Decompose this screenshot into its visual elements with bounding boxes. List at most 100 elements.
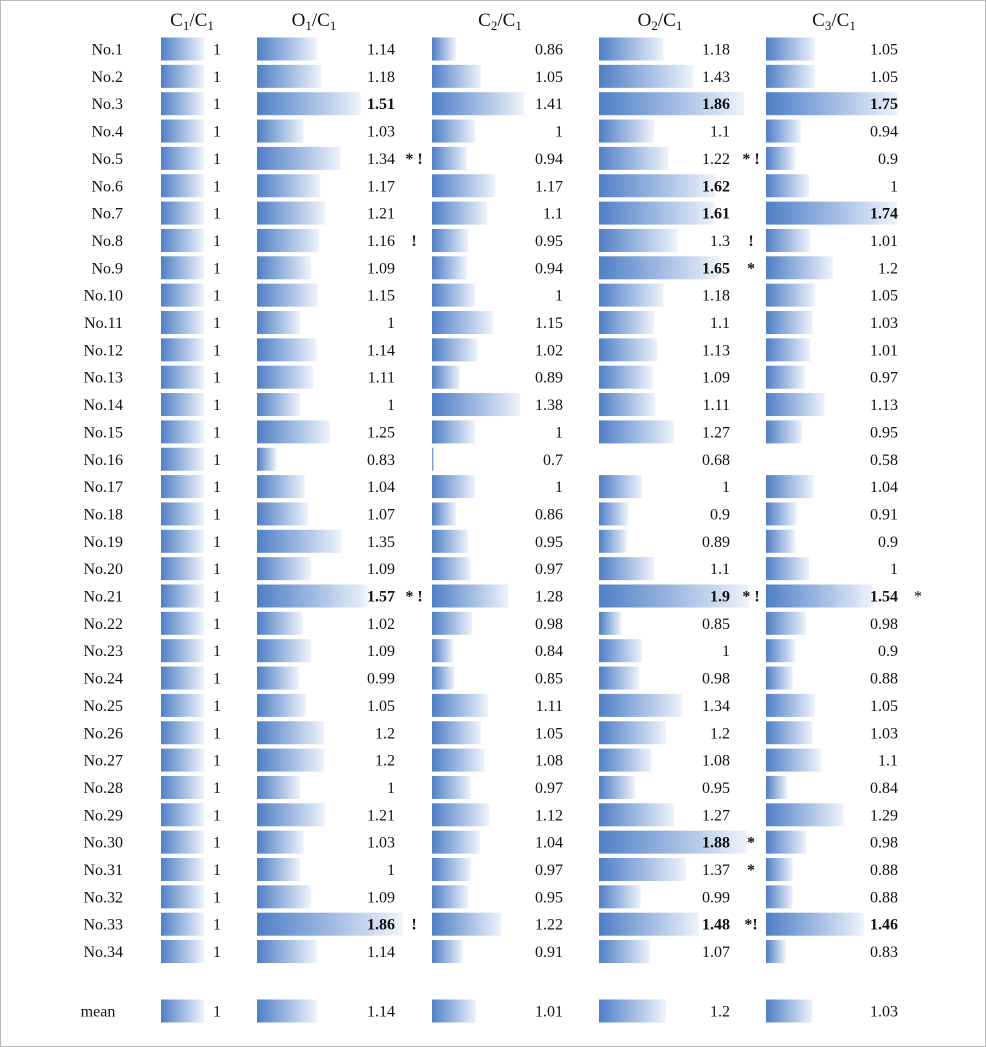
data-label: 0.7 (543, 452, 563, 469)
bar (432, 64, 481, 88)
data-label: 1.16 (367, 233, 395, 250)
data-label: 0.99 (702, 889, 730, 906)
table-row: No.17 1 1.04 1 1 1.04 (83, 475, 898, 499)
bar (766, 693, 815, 717)
data-label: 1.09 (367, 561, 395, 578)
bar (161, 119, 204, 143)
bar (599, 693, 683, 717)
table-row: No.30 1 1.03 1.04 1.88 * 0.98 (83, 830, 898, 854)
bar (432, 803, 490, 827)
bar (257, 748, 324, 772)
significance-mark: ! (411, 917, 416, 934)
data-label: 1.17 (535, 178, 563, 195)
bar (161, 502, 204, 526)
bar (432, 858, 471, 881)
data-label: 1.09 (367, 260, 395, 277)
data-label: 0.83 (870, 944, 898, 961)
data-label: 1.62 (702, 178, 730, 195)
bar (599, 940, 651, 964)
bar (432, 447, 434, 471)
data-label: 1 (213, 206, 221, 223)
mean-row: mean 1 1.14 1.01 1.2 1.03 (81, 999, 898, 1023)
mean-value: 1.14 (367, 1004, 395, 1021)
table-row: No.25 1 1.05 1.11 1.34 1.05 (83, 693, 898, 717)
bar (599, 119, 654, 143)
data-label: 0.86 (535, 506, 563, 523)
data-label: 1.88 (702, 835, 730, 852)
bar (432, 666, 455, 690)
row-label: No.30 (83, 835, 123, 852)
table-row: No.16 1 0.83 0.7 0.68 0.58 (83, 447, 898, 471)
data-label: 0.88 (870, 862, 898, 879)
data-label: 1 (213, 835, 221, 852)
bar (432, 584, 509, 608)
data-label: 1 (213, 342, 221, 359)
bar (432, 92, 524, 116)
bar (257, 365, 314, 389)
data-label: 0.91 (870, 506, 898, 523)
bar (161, 693, 204, 717)
data-label: 1.05 (535, 69, 563, 86)
mean-value: 1.2 (710, 1004, 730, 1021)
data-label: 0.97 (535, 862, 563, 879)
data-label: 0.95 (535, 889, 563, 906)
bar (599, 885, 641, 909)
data-label: 0.97 (870, 370, 898, 387)
data-label: 1 (555, 424, 563, 441)
bar (766, 557, 809, 581)
column-header: C1/C1 (170, 10, 214, 33)
table-row: No.33 1 1.86! 1.22 1.48 *! 1.46 (83, 912, 898, 936)
row-label: No.21 (83, 589, 123, 606)
data-label: 1.86 (702, 96, 730, 113)
data-label: 1 (555, 479, 563, 496)
bar (257, 393, 300, 417)
data-label: 1.75 (870, 96, 898, 113)
data-label: 1.05 (535, 725, 563, 742)
bar (161, 557, 204, 581)
data-label: 0.89 (702, 534, 730, 551)
table-row: No.26 1 1.2 1.05 1.2 1.03 (83, 721, 898, 745)
data-label: 1.54 (870, 589, 898, 606)
data-label: 1.02 (367, 616, 395, 633)
data-label: 1.41 (535, 96, 563, 113)
data-label: 1.07 (367, 506, 395, 523)
data-label: 1 (387, 862, 395, 879)
data-label: 0.84 (535, 643, 563, 660)
data-label: 1 (213, 42, 221, 59)
bar (432, 557, 471, 581)
bar (766, 174, 809, 198)
data-label: 1.29 (870, 807, 898, 824)
data-label: 1.57 (367, 589, 395, 606)
data-label: 1.03 (870, 315, 898, 332)
data-label: 1 (555, 288, 563, 305)
data-label: 1.04 (367, 479, 395, 496)
bar (766, 256, 833, 280)
bar (599, 748, 652, 772)
bar (432, 475, 475, 499)
bar (432, 912, 502, 936)
table-row: No.18 1 1.07 0.86 0.9 0.91 (83, 502, 898, 526)
bar (257, 146, 341, 170)
table-row: No.8 1 1.16! 0.95 1.3! 1.01 (91, 228, 898, 252)
table-row: No.11 1 1 1.15 1.1 1.03 (84, 311, 898, 334)
table-row: No.7 1 1.21 1.1 1.61 1.74 (91, 201, 898, 225)
bar (161, 611, 204, 635)
data-label: 1 (213, 452, 221, 469)
table-row: No.29 1 1.21 1.12 1.27 1.29 (83, 803, 898, 827)
mean-value: 1.01 (535, 1004, 563, 1021)
data-label: 1 (213, 151, 221, 168)
data-label: 1 (213, 698, 221, 715)
bar (599, 639, 642, 663)
data-label: 1.15 (535, 315, 563, 332)
data-label: 0.94 (535, 151, 563, 168)
bar (599, 92, 745, 116)
bar (257, 174, 321, 198)
data-label: 1.03 (870, 725, 898, 742)
data-label: 1.1 (710, 561, 730, 578)
data-label: 1 (213, 397, 221, 414)
bar (161, 803, 204, 827)
bar (161, 338, 204, 362)
bar (161, 475, 204, 499)
bar (432, 146, 467, 170)
